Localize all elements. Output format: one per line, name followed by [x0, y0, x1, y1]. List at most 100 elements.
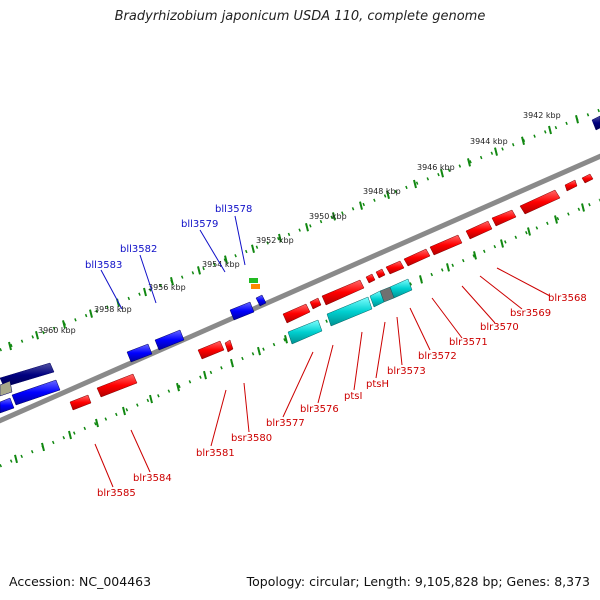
- ruler-label: 3952 kbp: [256, 236, 294, 245]
- major-tick: [68, 430, 72, 440]
- gene-label[interactable]: bsr3580: [231, 433, 272, 444]
- major-tick: [305, 222, 309, 232]
- reverse-gene-track: [0, 115, 600, 414]
- major-tick: [467, 158, 471, 167]
- ruler-label: 3946 kbp: [417, 163, 455, 172]
- gene-arrow[interactable]: [69, 394, 92, 411]
- gene-arrow[interactable]: [96, 373, 138, 398]
- gene-arrow[interactable]: [282, 303, 311, 324]
- gene-label[interactable]: bll3579: [181, 219, 218, 230]
- major-tick: [89, 309, 93, 318]
- genome-summary: Topology: circular; Length: 9,105,828 bp…: [246, 574, 590, 589]
- major-tick: [251, 244, 255, 254]
- bottom-labels: [94, 267, 551, 488]
- major-tick: [473, 251, 477, 260]
- gene-arrow[interactable]: [591, 115, 600, 131]
- gene-marker[interactable]: [249, 278, 258, 283]
- major-tick: [203, 370, 207, 380]
- top-labels: [100, 215, 246, 310]
- gene-arrow[interactable]: [564, 179, 578, 192]
- major-tick: [494, 147, 498, 156]
- gene-arrow[interactable]: [255, 294, 267, 307]
- gene-arrow[interactable]: [491, 209, 517, 227]
- genome-title: Bradyrhizobium japonicum USDA 110, compl…: [114, 9, 486, 24]
- ruler-label: 3950 kbp: [309, 212, 347, 221]
- gene-arrow[interactable]: [154, 329, 185, 351]
- gene-arrow[interactable]: [287, 319, 323, 345]
- ruler-label: 3944 kbp: [470, 137, 508, 146]
- gene-arrow[interactable]: [429, 234, 463, 256]
- gene-label[interactable]: bsr3569: [510, 308, 551, 319]
- major-tick: [581, 203, 585, 212]
- pts-gene-track: [287, 278, 413, 345]
- major-tick: [143, 287, 147, 297]
- ruler-label: 3948 kbp: [363, 187, 401, 196]
- gene-label[interactable]: bll3578: [215, 204, 252, 215]
- gene-label[interactable]: blr3568: [548, 293, 587, 304]
- outer-tick-track: [0, 108, 600, 352]
- gene-arrow[interactable]: [389, 278, 413, 299]
- major-tick: [149, 394, 153, 404]
- forward-gene-track: [69, 173, 594, 411]
- major-tick: [575, 114, 579, 124]
- gene-label[interactable]: blr3584: [133, 473, 172, 484]
- gene-arrow[interactable]: [11, 379, 61, 406]
- gene-arrow[interactable]: [0, 397, 15, 414]
- major-tick: [224, 255, 228, 264]
- major-tick: [197, 266, 201, 275]
- gene-arrow[interactable]: [224, 339, 234, 353]
- gene-arrow[interactable]: [519, 189, 561, 215]
- gene-label[interactable]: bll3583: [85, 260, 122, 271]
- gene-arrow[interactable]: [197, 340, 225, 360]
- gene-arrow[interactable]: [0, 380, 13, 397]
- gene-label[interactable]: blr3577: [266, 418, 305, 429]
- major-tick: [386, 190, 390, 200]
- gene-label[interactable]: bll3582: [120, 244, 157, 255]
- major-tick: [41, 442, 45, 452]
- gene-arrow[interactable]: [581, 173, 594, 184]
- genome-backbone: [0, 153, 600, 424]
- gene-label[interactable]: blr3581: [196, 448, 235, 459]
- major-tick: [332, 212, 336, 221]
- gene-arrow[interactable]: [465, 220, 493, 240]
- major-tick: [230, 358, 234, 368]
- gene-label[interactable]: blr3572: [418, 351, 457, 362]
- major-tick: [95, 418, 99, 428]
- gene-arrow[interactable]: [326, 296, 373, 327]
- major-tick: [500, 239, 504, 248]
- major-tick: [176, 382, 180, 392]
- gene-label[interactable]: blr3570: [480, 322, 519, 333]
- major-tick: [440, 168, 444, 178]
- gene-label[interactable]: ptsI: [344, 391, 362, 402]
- gene-arrow[interactable]: [369, 290, 385, 308]
- ruler-label: 3960 kbp: [38, 326, 76, 335]
- gene-label[interactable]: blr3576: [300, 404, 339, 415]
- gene-arrow[interactable]: [375, 268, 386, 279]
- gene-label[interactable]: blr3585: [97, 488, 136, 499]
- gene-arrow[interactable]: [229, 301, 255, 321]
- gene-arrow[interactable]: [321, 279, 365, 306]
- major-tick: [8, 341, 12, 351]
- gene-arrow[interactable]: [309, 297, 322, 310]
- major-tick: [284, 334, 288, 344]
- gene-arrow[interactable]: [126, 343, 153, 363]
- major-tick: [554, 215, 558, 224]
- gene-arrow[interactable]: [403, 248, 431, 267]
- gene-label[interactable]: ptsH: [366, 379, 389, 390]
- gene-marker[interactable]: [251, 284, 260, 289]
- gene-arrow[interactable]: [365, 273, 376, 284]
- major-tick: [548, 125, 552, 135]
- gene-label[interactable]: blr3573: [387, 366, 426, 377]
- major-tick: [257, 346, 261, 356]
- gene-label[interactable]: blr3571: [449, 337, 488, 348]
- gene-arrow[interactable]: [385, 260, 405, 275]
- accession-text: Accession: NC_004463: [9, 574, 152, 589]
- major-tick: [413, 179, 417, 189]
- ruler-label: 3942 kbp: [523, 111, 561, 120]
- major-tick: [14, 454, 18, 464]
- outer-major-ticks: [8, 114, 579, 351]
- major-tick: [35, 330, 39, 340]
- major-tick: [527, 227, 531, 236]
- major-tick: [419, 275, 423, 284]
